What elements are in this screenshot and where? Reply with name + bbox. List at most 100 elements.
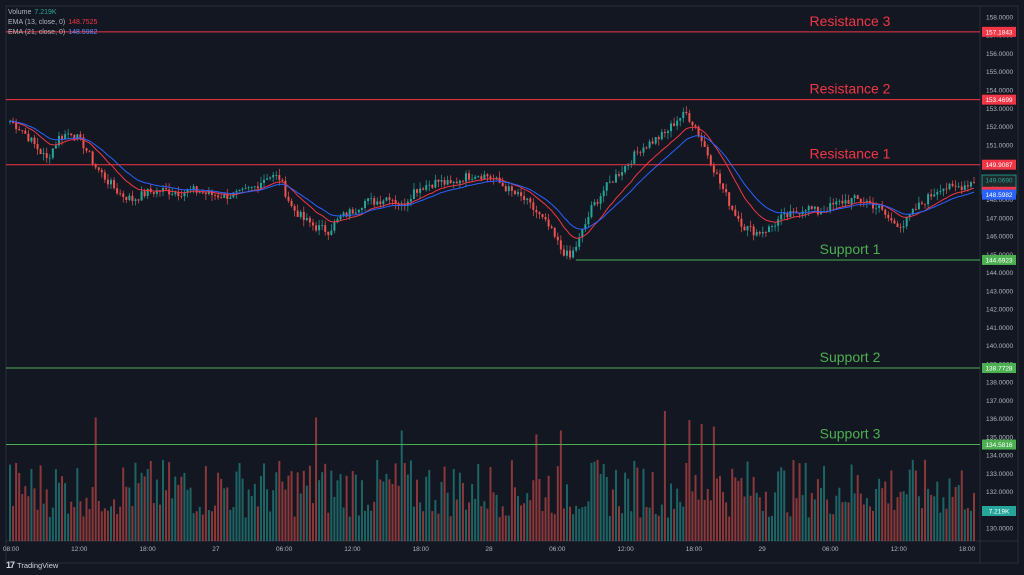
candle-body bbox=[247, 187, 250, 189]
volume-bar bbox=[492, 492, 495, 541]
price-tick-label: 130.0000 bbox=[986, 526, 1013, 533]
volume-bar bbox=[412, 506, 415, 541]
volume-bar bbox=[21, 493, 24, 541]
volume-bar bbox=[829, 513, 832, 541]
volume-bar bbox=[51, 507, 54, 541]
candle-body bbox=[468, 173, 471, 180]
volume-tag bbox=[982, 506, 1016, 516]
candle-body bbox=[266, 178, 269, 180]
candle-body bbox=[951, 183, 954, 186]
volume-bar bbox=[618, 506, 620, 541]
volume-bar bbox=[532, 480, 535, 541]
volume-bar bbox=[388, 479, 391, 541]
candle-body bbox=[504, 186, 507, 192]
candle-body bbox=[434, 179, 437, 188]
candle-body bbox=[804, 210, 807, 212]
volume-bar bbox=[348, 516, 351, 541]
candle-body bbox=[746, 226, 749, 231]
candle-body bbox=[278, 175, 281, 180]
volume-bar bbox=[379, 479, 382, 541]
legend-ema21[interactable]: EMA (21, close, 0) 148.5982 bbox=[8, 28, 97, 38]
volume-bar bbox=[666, 517, 669, 541]
candle-body bbox=[263, 179, 265, 183]
volume-bar bbox=[630, 511, 633, 541]
tradingview-logo-icon: 17 bbox=[6, 560, 15, 570]
candle-body bbox=[807, 206, 810, 211]
candle-body bbox=[930, 194, 933, 197]
candle-body bbox=[688, 113, 691, 122]
level-price-tag-text: 149.9087 bbox=[985, 162, 1012, 169]
candle-body bbox=[771, 226, 774, 227]
candle-body bbox=[253, 186, 256, 188]
volume-bar bbox=[673, 508, 676, 541]
volume-bar bbox=[183, 472, 186, 541]
volume-bar bbox=[973, 492, 975, 541]
volume-bar bbox=[703, 500, 706, 541]
volume-bar bbox=[247, 489, 250, 541]
volume-bar bbox=[103, 508, 106, 541]
volume-bar bbox=[648, 507, 651, 541]
volume-bar bbox=[204, 466, 207, 541]
volume-bar bbox=[232, 507, 235, 541]
candle-body bbox=[884, 209, 887, 215]
candle-body bbox=[893, 220, 896, 224]
candle-body bbox=[201, 192, 204, 194]
volume-bar bbox=[85, 497, 88, 541]
volume-bar bbox=[504, 515, 507, 541]
candle-body bbox=[899, 227, 902, 228]
candle-body bbox=[562, 249, 565, 256]
volume-bar bbox=[443, 466, 446, 541]
volume-bar bbox=[12, 506, 15, 541]
legend-ema21-value: 148.5982 bbox=[68, 29, 98, 36]
volume-bar bbox=[572, 514, 575, 541]
legend-volume[interactable]: Volume 7.219K bbox=[8, 8, 97, 18]
level-lines: Resistance 3 Resistance 2 Resistance 1 Supp… bbox=[6, 13, 980, 446]
volume-bar bbox=[315, 417, 318, 541]
candle-body bbox=[663, 131, 666, 133]
candle-body bbox=[945, 188, 948, 190]
candle-body bbox=[204, 192, 207, 194]
volume-bar bbox=[376, 459, 379, 541]
candle-body bbox=[128, 195, 131, 200]
volume-bar bbox=[951, 496, 954, 541]
volume-bar bbox=[54, 469, 57, 541]
candle-body bbox=[532, 202, 535, 210]
candle-body bbox=[45, 153, 48, 158]
volume-bar bbox=[835, 495, 838, 541]
candle-body bbox=[48, 157, 51, 159]
volume-bar bbox=[832, 514, 835, 541]
price-tags: 157.1843 153.4699 149.9087 144.6923 138.7728… bbox=[981, 26, 1017, 516]
legend-ema13-value: 148.7525 bbox=[68, 19, 98, 26]
volume-bar bbox=[957, 485, 960, 541]
volume-bar bbox=[241, 478, 244, 541]
volume-bar bbox=[18, 472, 21, 541]
candle-body bbox=[88, 150, 91, 152]
candle-body bbox=[281, 179, 284, 181]
volume-bar bbox=[807, 517, 810, 541]
candle-body bbox=[171, 194, 174, 195]
tradingview-branding[interactable]: 17 TradingView bbox=[6, 560, 58, 570]
volume-bar bbox=[507, 515, 510, 541]
volume-bar bbox=[697, 499, 700, 541]
volume-bar bbox=[192, 513, 195, 541]
candle-body bbox=[220, 197, 223, 199]
volume-bar bbox=[373, 501, 376, 541]
volume-bar bbox=[406, 474, 409, 541]
volume-bar bbox=[464, 509, 467, 541]
level-price-tag bbox=[982, 159, 1016, 170]
volume-bar bbox=[293, 516, 296, 541]
candle-body bbox=[706, 146, 709, 156]
candle-body bbox=[709, 155, 712, 166]
legend-ema13[interactable]: EMA (13, close, 0) 148.7525 bbox=[8, 18, 97, 28]
level-price-tag bbox=[982, 26, 1016, 37]
volume-bar bbox=[330, 470, 333, 541]
volume-bar bbox=[859, 493, 862, 541]
volume-bar bbox=[39, 465, 42, 541]
candle-body bbox=[569, 250, 572, 258]
candle-body bbox=[816, 206, 819, 215]
candle-body bbox=[168, 189, 171, 195]
volume-bar bbox=[517, 496, 520, 541]
volume-bar bbox=[140, 472, 143, 541]
